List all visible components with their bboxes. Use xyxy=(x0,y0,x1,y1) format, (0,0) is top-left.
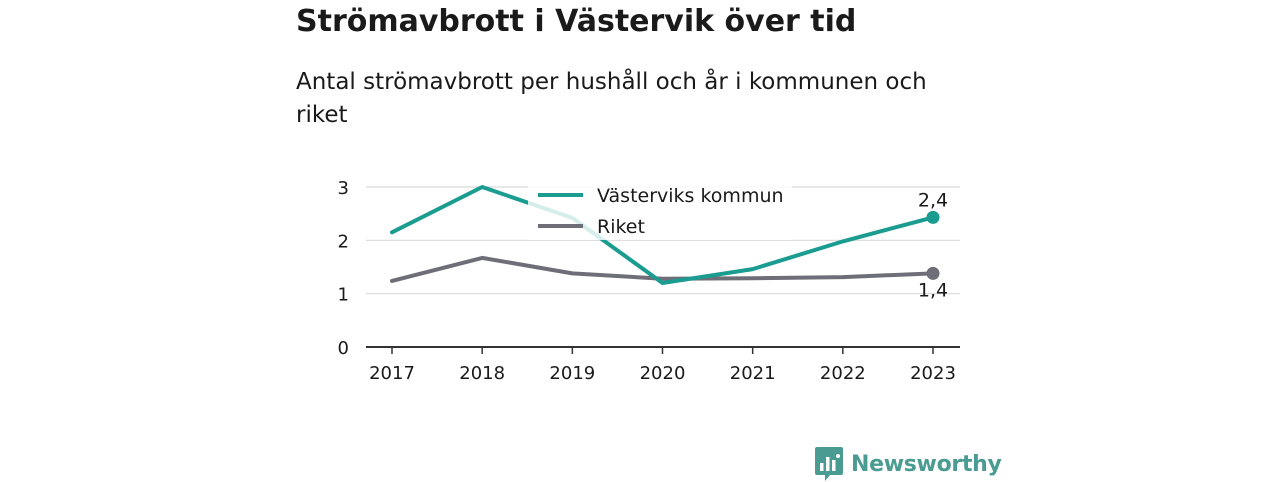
x-tick-label: 2023 xyxy=(910,363,956,384)
chart-subtitle: Antal strömavbrott per hushåll och år i … xyxy=(296,69,927,128)
chart-container: Strömavbrott i Västervik över tid Antal … xyxy=(296,0,996,480)
data-label: 1,4 xyxy=(918,279,948,301)
y-axis: 0 1 2 3 xyxy=(338,178,349,359)
legend-label: Västerviks kommun xyxy=(597,185,784,207)
y-tick-label: 0 xyxy=(338,338,349,359)
newsworthy-logo-icon xyxy=(815,447,843,481)
series-line-1 xyxy=(390,255,935,283)
x-tick-label: 2020 xyxy=(640,363,686,384)
x-tick-label: 2017 xyxy=(369,363,415,384)
series-end-marker xyxy=(926,210,940,224)
legend-background xyxy=(528,176,792,240)
brand-name: Newsworthy xyxy=(851,451,1002,477)
y-tick-label: 3 xyxy=(338,178,349,199)
x-tick-label: 2021 xyxy=(730,363,776,384)
series-end-marker xyxy=(926,266,940,280)
brand: Newsworthy xyxy=(815,446,1002,482)
series-lines xyxy=(390,185,935,285)
x-tick-label: 2022 xyxy=(820,363,866,384)
y-tick-label: 2 xyxy=(338,231,349,252)
x-axis: 2017 2018 2019 2020 2021 2022 2023 xyxy=(366,346,960,384)
legend: Västerviks kommun Riket xyxy=(528,176,792,240)
chart-title: Strömavbrott i Västervik över tid xyxy=(296,4,857,39)
legend-label: Riket xyxy=(597,216,645,238)
y-tick-label: 1 xyxy=(338,285,349,306)
data-label: 2,4 xyxy=(918,189,948,211)
series-line-0 xyxy=(390,185,935,285)
x-tick-label: 2018 xyxy=(459,363,505,384)
x-tick-label: 2019 xyxy=(549,363,595,384)
end-markers: 2,4 1,4 xyxy=(918,189,948,301)
